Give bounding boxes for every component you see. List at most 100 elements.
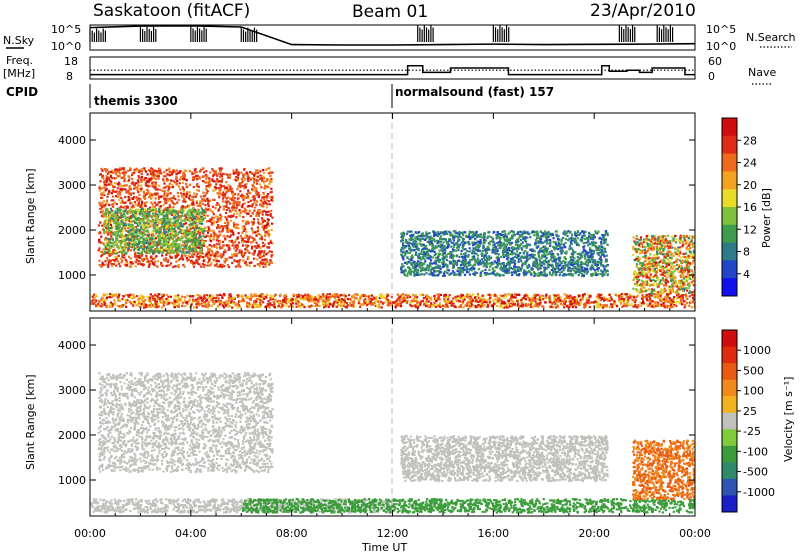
- power-cell: [374, 304, 377, 307]
- power-cell: [166, 233, 169, 237]
- power-cell: [137, 184, 140, 187]
- power-cell: [217, 265, 220, 268]
- power-cell: [315, 302, 318, 305]
- power-cell: [118, 251, 121, 254]
- power-cell: [239, 234, 242, 237]
- power-cell: [98, 300, 101, 303]
- power-cell: [123, 170, 126, 173]
- power-cell: [579, 302, 583, 305]
- power-cell: [180, 219, 183, 222]
- power-cell: [556, 299, 559, 302]
- power-cell: [260, 217, 263, 220]
- power-cell: [105, 184, 108, 187]
- power-cell: [218, 245, 222, 248]
- power-cell: [680, 298, 683, 301]
- power-cell: [346, 304, 349, 307]
- power-cell: [132, 235, 136, 238]
- power-cell: [153, 193, 156, 196]
- power-cell: [437, 304, 440, 307]
- power-cell: [174, 202, 177, 205]
- power-cell: [225, 208, 228, 211]
- power-cell: [197, 262, 200, 265]
- power-cell: [195, 306, 198, 309]
- power-cell: [164, 259, 167, 262]
- power-cell: [227, 299, 230, 302]
- power-cell: [269, 174, 272, 178]
- power-cell: [154, 174, 157, 177]
- power-cell: [673, 305, 676, 308]
- power-cell: [242, 215, 245, 219]
- power-cell: [140, 241, 143, 244]
- power-cell: [585, 296, 588, 299]
- power-cell: [106, 231, 109, 234]
- power-cell: [588, 305, 591, 309]
- power-cell: [471, 297, 474, 300]
- power-cell: [169, 229, 172, 232]
- power-cell: [271, 242, 274, 245]
- power-cell: [342, 305, 345, 308]
- power-cell: [281, 304, 284, 307]
- power-cell: [219, 247, 222, 250]
- power-cell: [183, 194, 186, 197]
- power-cell: [101, 264, 104, 267]
- power-cell: [226, 219, 229, 222]
- power-cell: [328, 298, 331, 301]
- power-cell: [121, 171, 124, 174]
- power-cell: [137, 260, 140, 263]
- power-cell: [157, 293, 160, 296]
- power-cell: [619, 302, 623, 305]
- power-cell: [144, 184, 147, 187]
- power-cell: [111, 195, 114, 198]
- power-cell: [221, 303, 224, 306]
- power-cell: [164, 300, 168, 303]
- power-cell: [460, 294, 463, 297]
- power-cell: [146, 224, 150, 227]
- power-cell: [229, 173, 232, 176]
- power-cell: [668, 304, 671, 308]
- power-cell: [299, 306, 302, 309]
- power-cell: [260, 299, 263, 302]
- power-cell: [211, 168, 214, 171]
- power-cell: [334, 293, 338, 296]
- power-cell: [255, 190, 258, 193]
- power-cell: [284, 299, 287, 302]
- power-cell: [371, 298, 374, 301]
- power-cell: [104, 260, 107, 263]
- power-cell: [180, 232, 183, 235]
- power-cell: [204, 199, 207, 202]
- power-cell: [665, 300, 668, 303]
- power-cell: [194, 241, 197, 244]
- power-cell: [184, 229, 187, 232]
- power-cell: [198, 251, 201, 254]
- power-cell: [514, 294, 517, 297]
- power-cell: [266, 231, 269, 234]
- power-cell: [137, 255, 140, 258]
- power-cell: [234, 201, 237, 204]
- power-cell: [216, 192, 219, 195]
- power-cell: [132, 246, 135, 249]
- power-cell: [240, 182, 243, 185]
- power-cell: [553, 296, 556, 299]
- power-cell: [191, 173, 194, 176]
- power-cell: [261, 179, 264, 182]
- power-cell: [265, 179, 268, 182]
- power-cell: [159, 300, 162, 303]
- power-cell: [195, 248, 198, 251]
- power-cell: [188, 295, 192, 298]
- power-cell: [122, 176, 125, 179]
- power-cell: [187, 231, 190, 235]
- power-cell: [101, 169, 104, 172]
- power-cell: [681, 295, 685, 298]
- power-cell: [170, 213, 173, 217]
- power-cell: [669, 306, 673, 309]
- power-cell: [235, 179, 238, 182]
- power-cell: [207, 304, 210, 307]
- power-cell: [246, 195, 250, 198]
- power-cell: [206, 306, 209, 309]
- power-cell: [106, 180, 109, 183]
- power-cell: [119, 216, 122, 219]
- power-cell: [147, 215, 150, 218]
- power-cell: [144, 211, 147, 214]
- power-cell: [487, 293, 490, 296]
- power-cell: [262, 221, 265, 224]
